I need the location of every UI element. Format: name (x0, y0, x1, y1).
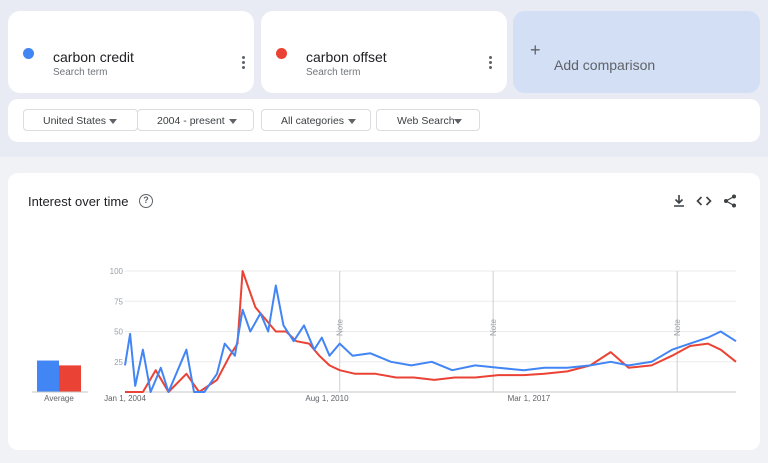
y-tick-label: 25 (114, 358, 123, 367)
x-tick-label: Mar 1, 2017 (508, 394, 551, 403)
caret-down-icon (454, 119, 462, 124)
note-marker-label: Note (673, 319, 682, 336)
average-bar (37, 360, 59, 392)
time-range-dropdown[interactable]: 2004 - present (137, 109, 254, 131)
more-vert-icon[interactable] (483, 54, 497, 70)
y-tick-label: 75 (114, 297, 123, 306)
caret-down-icon (348, 119, 356, 124)
series-line-carbon-credit (124, 284, 737, 393)
x-tick-label: Jan 1, 2004 (104, 394, 146, 403)
term-color-dot (23, 48, 34, 59)
y-tick-label: 100 (110, 267, 124, 276)
property-dropdown[interactable]: Web Search (376, 109, 480, 131)
add-comparison-button[interactable]: + Add comparison (513, 11, 760, 93)
term-card-carbon-offset[interactable]: carbon offset Search term (261, 11, 507, 93)
filter-bar: United States 2004 - present All categor… (8, 99, 760, 142)
property-label: Web Search (397, 115, 455, 127)
download-icon[interactable] (671, 193, 687, 209)
x-tick-label: Aug 1, 2010 (305, 394, 349, 403)
y-tick-label: 50 (114, 328, 123, 337)
add-comparison-label: Add comparison (554, 57, 656, 73)
term-color-dot (276, 48, 287, 59)
term-type-label: Search term (53, 67, 108, 78)
series-line-carbon-offset (125, 270, 737, 393)
term-name[interactable]: carbon offset (306, 49, 387, 65)
term-card-carbon-credit[interactable]: carbon credit Search term (8, 11, 254, 93)
term-name[interactable]: carbon credit (53, 49, 134, 65)
time-range-label: 2004 - present (157, 115, 225, 127)
caret-down-icon (229, 119, 237, 124)
category-label: All categories (281, 115, 345, 127)
region-label: United States (43, 115, 107, 127)
category-dropdown[interactable]: All categories (261, 109, 371, 131)
note-marker-label: Note (336, 319, 345, 336)
interest-over-time-card: Interest over time ? 100 75 50 25 Jan 1, 200… (8, 173, 760, 450)
average-label: Average (44, 394, 74, 403)
note-marker-label: Note (489, 319, 498, 336)
plus-icon: + (530, 40, 541, 60)
caret-down-icon (109, 119, 117, 124)
more-vert-icon[interactable] (236, 54, 250, 70)
region-dropdown[interactable]: United States (23, 109, 138, 131)
share-icon[interactable] (722, 193, 738, 209)
term-type-label: Search term (306, 67, 361, 78)
help-icon[interactable]: ? (139, 194, 153, 208)
interest-chart: 100 75 50 25 Jan 1, 2004 Aug 1, 2010 Mar 1, 20… (32, 267, 737, 403)
embed-icon[interactable] (696, 193, 712, 209)
chart-title: Interest over time (28, 194, 129, 209)
average-bar (59, 365, 81, 392)
